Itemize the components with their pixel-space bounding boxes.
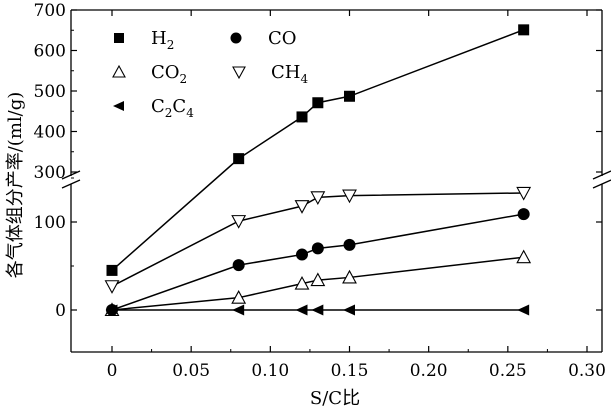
point-H2-5 [518, 24, 530, 36]
series-line-CO [111, 213, 524, 311]
point-CO2-3 [310, 272, 326, 287]
point-H2-4 [344, 90, 355, 102]
x-tick-label-6: 0.30 [568, 361, 606, 381]
series-layer [104, 24, 532, 317]
y-axis-title: 各气体组分产率/(ml/g) [5, 92, 26, 279]
point-CO2-2 [294, 275, 310, 290]
legend-marker-C2C4 [113, 101, 124, 111]
y-tick-label-upper-3: 600 [34, 42, 66, 62]
point-CH4-5 [516, 186, 532, 201]
point-CH4-0 [104, 280, 120, 294]
x-tick-label-1: 0.05 [172, 361, 210, 381]
point-CH4-1 [231, 215, 247, 229]
point-C2C4-4 [343, 304, 355, 316]
legend-entry-H2: H2 [114, 28, 174, 52]
axis-break-right-slash-1 [592, 170, 611, 180]
legend-label-CO2: CO2 [151, 62, 187, 86]
legend-entry-C2C4: C2C4 [113, 96, 194, 120]
legend-marker-CO2 [112, 64, 126, 78]
legend-label-H2: H2 [151, 28, 174, 52]
x-tick-label-5: 0.25 [489, 361, 527, 381]
point-H2-3 [312, 97, 324, 109]
plot-frame [61, 9, 611, 353]
point-CH4-3 [310, 191, 326, 206]
y-tick-label-upper-4: 700 [34, 1, 66, 21]
axis-break-right-slash-2 [592, 179, 611, 189]
y-tick-label-upper-2: 500 [34, 82, 66, 102]
legend-marker-CO [230, 32, 242, 44]
legend-marker-CH4 [232, 66, 246, 80]
x-tick-label-3: 0.15 [331, 361, 369, 381]
series-CO2 [104, 249, 532, 317]
point-C2C4-3 [311, 304, 324, 316]
point-CH4-2 [294, 200, 310, 214]
point-C2C4-1 [232, 304, 245, 316]
y-tick-label-lower-0: 0 [55, 301, 66, 321]
point-C2C4-2 [295, 304, 308, 316]
series-line-CH4 [111, 192, 524, 287]
point-H2-0 [106, 264, 118, 276]
legend-entry-CO2: CO2 [112, 62, 187, 86]
legend-marker-H2 [114, 33, 124, 43]
x-tick-label-2: 0.10 [251, 361, 289, 381]
point-C2C4-5 [517, 304, 530, 316]
series-CH4 [104, 186, 532, 294]
point-CH4-4 [342, 189, 357, 204]
point-H2-2 [296, 111, 308, 123]
y-axis-ticks: 0 100 300 400 500 600 700 [34, 1, 602, 321]
legend-entry-CO: CO [230, 28, 297, 49]
axis-break-left-slash-2 [61, 179, 81, 189]
point-CO2-4 [342, 269, 357, 284]
x-tick-label-4: 0.20 [410, 361, 448, 381]
legend-label-C2C4: C2C4 [151, 96, 194, 120]
legend: H2 CO CO2 CH4 C2C4 [112, 28, 308, 120]
point-CO-1 [232, 259, 245, 272]
axis-break-right [592, 170, 611, 189]
point-CO-5 [517, 208, 530, 221]
y-tick-label-upper-0: 300 [34, 163, 66, 183]
point-CO-3 [311, 242, 324, 255]
point-CO-0 [106, 304, 118, 316]
legend-entry-CH4: CH4 [232, 62, 308, 86]
x-tick-label-0: 0 [107, 361, 118, 381]
legend-label-CO: CO [268, 28, 297, 49]
series-line-H2 [111, 29, 524, 271]
series-line-CO2 [111, 256, 524, 311]
x-axis-ticks: 0 0.05 0.10 0.15 0.20 0.25 0.30 [107, 10, 606, 381]
x-axis-title: S/C比 [310, 388, 360, 409]
series-H2 [106, 24, 530, 276]
series-CO [106, 208, 530, 316]
point-H2-1 [233, 153, 245, 165]
point-CO2-1 [231, 290, 247, 304]
point-CO-4 [343, 238, 356, 251]
point-CO-2 [296, 248, 308, 261]
y-tick-label-upper-1: 400 [34, 123, 66, 143]
series-C2C4 [105, 304, 530, 316]
point-CO2-5 [516, 249, 532, 264]
y-tick-label-lower-1: 100 [34, 213, 66, 233]
legend-label-CH4: CH4 [271, 62, 308, 86]
